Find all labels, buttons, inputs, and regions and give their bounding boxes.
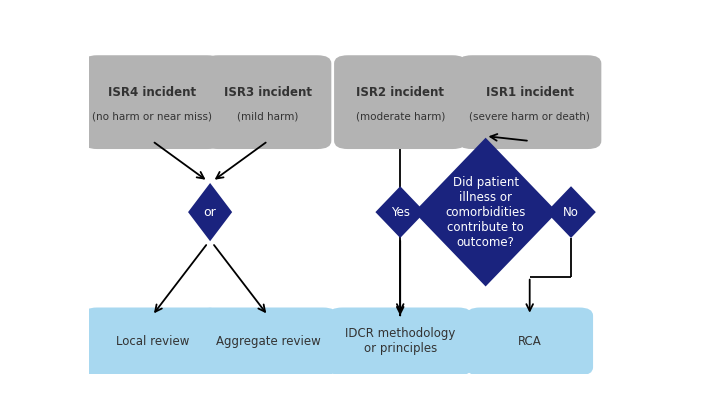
- Text: or: or: [204, 206, 216, 218]
- FancyBboxPatch shape: [458, 55, 602, 149]
- Polygon shape: [414, 138, 557, 286]
- Text: Aggregate review: Aggregate review: [215, 335, 321, 348]
- Text: (severe harm or death): (severe harm or death): [469, 111, 590, 121]
- Text: ISR1 incident: ISR1 incident: [486, 86, 574, 99]
- Text: Did patient
illness or
comorbidities
contribute to
outcome?: Did patient illness or comorbidities con…: [445, 176, 526, 249]
- Text: Local review: Local review: [116, 335, 189, 348]
- FancyBboxPatch shape: [466, 307, 593, 375]
- Polygon shape: [546, 186, 596, 238]
- FancyBboxPatch shape: [328, 307, 472, 375]
- Text: ISR4 incident: ISR4 incident: [108, 86, 196, 99]
- Text: ISR2 incident: ISR2 incident: [356, 86, 444, 99]
- Text: (no harm or near miss): (no harm or near miss): [92, 111, 213, 121]
- Polygon shape: [188, 183, 232, 241]
- Text: (mild harm): (mild harm): [237, 111, 299, 121]
- Text: ISR3 incident: ISR3 incident: [224, 86, 312, 99]
- FancyBboxPatch shape: [334, 55, 466, 149]
- Text: No: No: [563, 206, 579, 218]
- FancyBboxPatch shape: [199, 307, 337, 375]
- Text: IDCR methodology
or principles: IDCR methodology or principles: [345, 328, 455, 355]
- Text: Yes: Yes: [391, 206, 410, 218]
- Polygon shape: [375, 186, 425, 238]
- FancyBboxPatch shape: [83, 55, 221, 149]
- Text: RCA: RCA: [518, 335, 542, 348]
- Text: (moderate harm): (moderate harm): [356, 111, 445, 121]
- FancyBboxPatch shape: [205, 55, 331, 149]
- FancyBboxPatch shape: [83, 307, 221, 375]
